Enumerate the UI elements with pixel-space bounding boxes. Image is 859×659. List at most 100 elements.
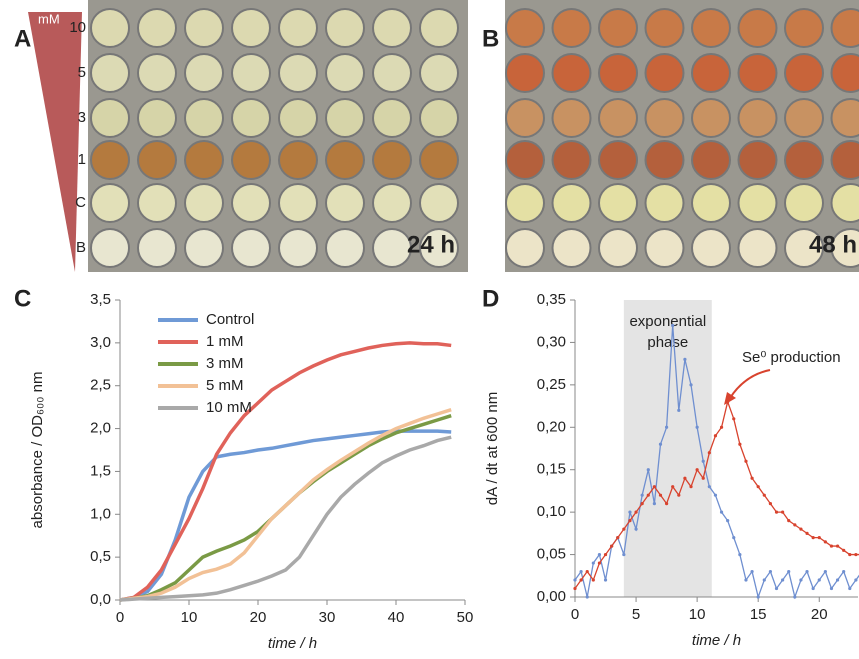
point [744,578,748,582]
time-label: 48 h [809,231,857,258]
annotation-arrow [729,369,771,399]
y-tick-label: 0,35 [537,291,566,308]
well [551,8,592,48]
annotation: exponential [629,313,706,330]
well [691,140,731,180]
well [830,140,859,180]
point [811,586,815,591]
well [598,228,638,268]
point [787,569,791,574]
y-tick-label: 2,0 [90,420,111,437]
well [325,8,365,48]
well [278,53,318,93]
row-label: 1 [78,151,86,168]
y-tick-label: 3,5 [90,291,111,308]
well [598,140,638,180]
y-axis-label: absorbance / OD₆₀₀ nm [29,372,46,529]
well [691,8,731,48]
point [591,561,595,565]
well [644,183,685,223]
point [579,578,583,582]
well [231,228,271,268]
well [419,228,459,268]
point [677,493,681,497]
legend-label: 5 mM [206,377,244,394]
point [677,408,681,412]
well [325,140,365,180]
point [774,510,779,514]
point [622,527,626,531]
y-tick-label: 0,10 [537,503,566,520]
point [726,519,730,523]
annotation: phase [647,334,688,351]
point [603,552,608,557]
well [505,53,545,93]
well [419,140,459,180]
annotation: Se⁰ production [742,349,841,366]
point [744,459,748,463]
well [737,8,778,48]
well [551,183,592,223]
well [184,53,224,93]
point [823,540,827,544]
row-label: B [76,239,86,256]
well [505,183,545,223]
well [278,228,318,268]
well [372,8,412,48]
well [598,98,638,138]
series-line [119,429,452,602]
point [750,476,754,480]
point [732,417,736,421]
point [664,502,669,506]
well [325,183,365,223]
row-label: C [75,194,86,211]
x-tick-label: 0 [116,609,124,626]
well [737,140,778,180]
series-line [119,435,452,602]
y-tick-label: 0,5 [90,548,111,565]
point [829,586,834,591]
y-tick-label: 0,05 [537,546,566,563]
point [664,425,669,429]
point [646,493,650,497]
point [658,442,663,446]
point [738,442,742,446]
well [90,53,130,93]
well [184,98,224,138]
y-tick-label: 3,0 [90,334,111,351]
well [551,53,592,93]
well [691,53,731,93]
point [591,578,595,582]
well [372,228,412,268]
well [372,183,412,223]
x-tick-label: 10 [689,606,706,623]
arrow-head [724,392,736,405]
panel-letter: D [482,285,499,312]
well [137,53,177,93]
well [419,98,459,138]
point [701,476,705,480]
point [579,569,583,574]
x-tick-label: 15 [750,606,767,623]
panel-letter: B [482,25,499,52]
well [737,228,778,268]
point [799,527,803,531]
well [830,53,859,93]
well [419,53,459,93]
well [184,140,224,180]
point [646,468,650,472]
point [573,586,577,591]
well [644,140,685,180]
point [817,578,821,582]
row-label: 10 [69,19,86,36]
point [793,523,797,527]
well [505,140,545,180]
point [640,493,644,497]
concentration-wedge [28,12,82,272]
well [784,8,824,48]
point [652,485,656,489]
x-tick-label: 50 [457,609,474,626]
y-tick-label: 1,5 [90,462,111,479]
well [137,8,177,48]
series-line [574,325,859,600]
